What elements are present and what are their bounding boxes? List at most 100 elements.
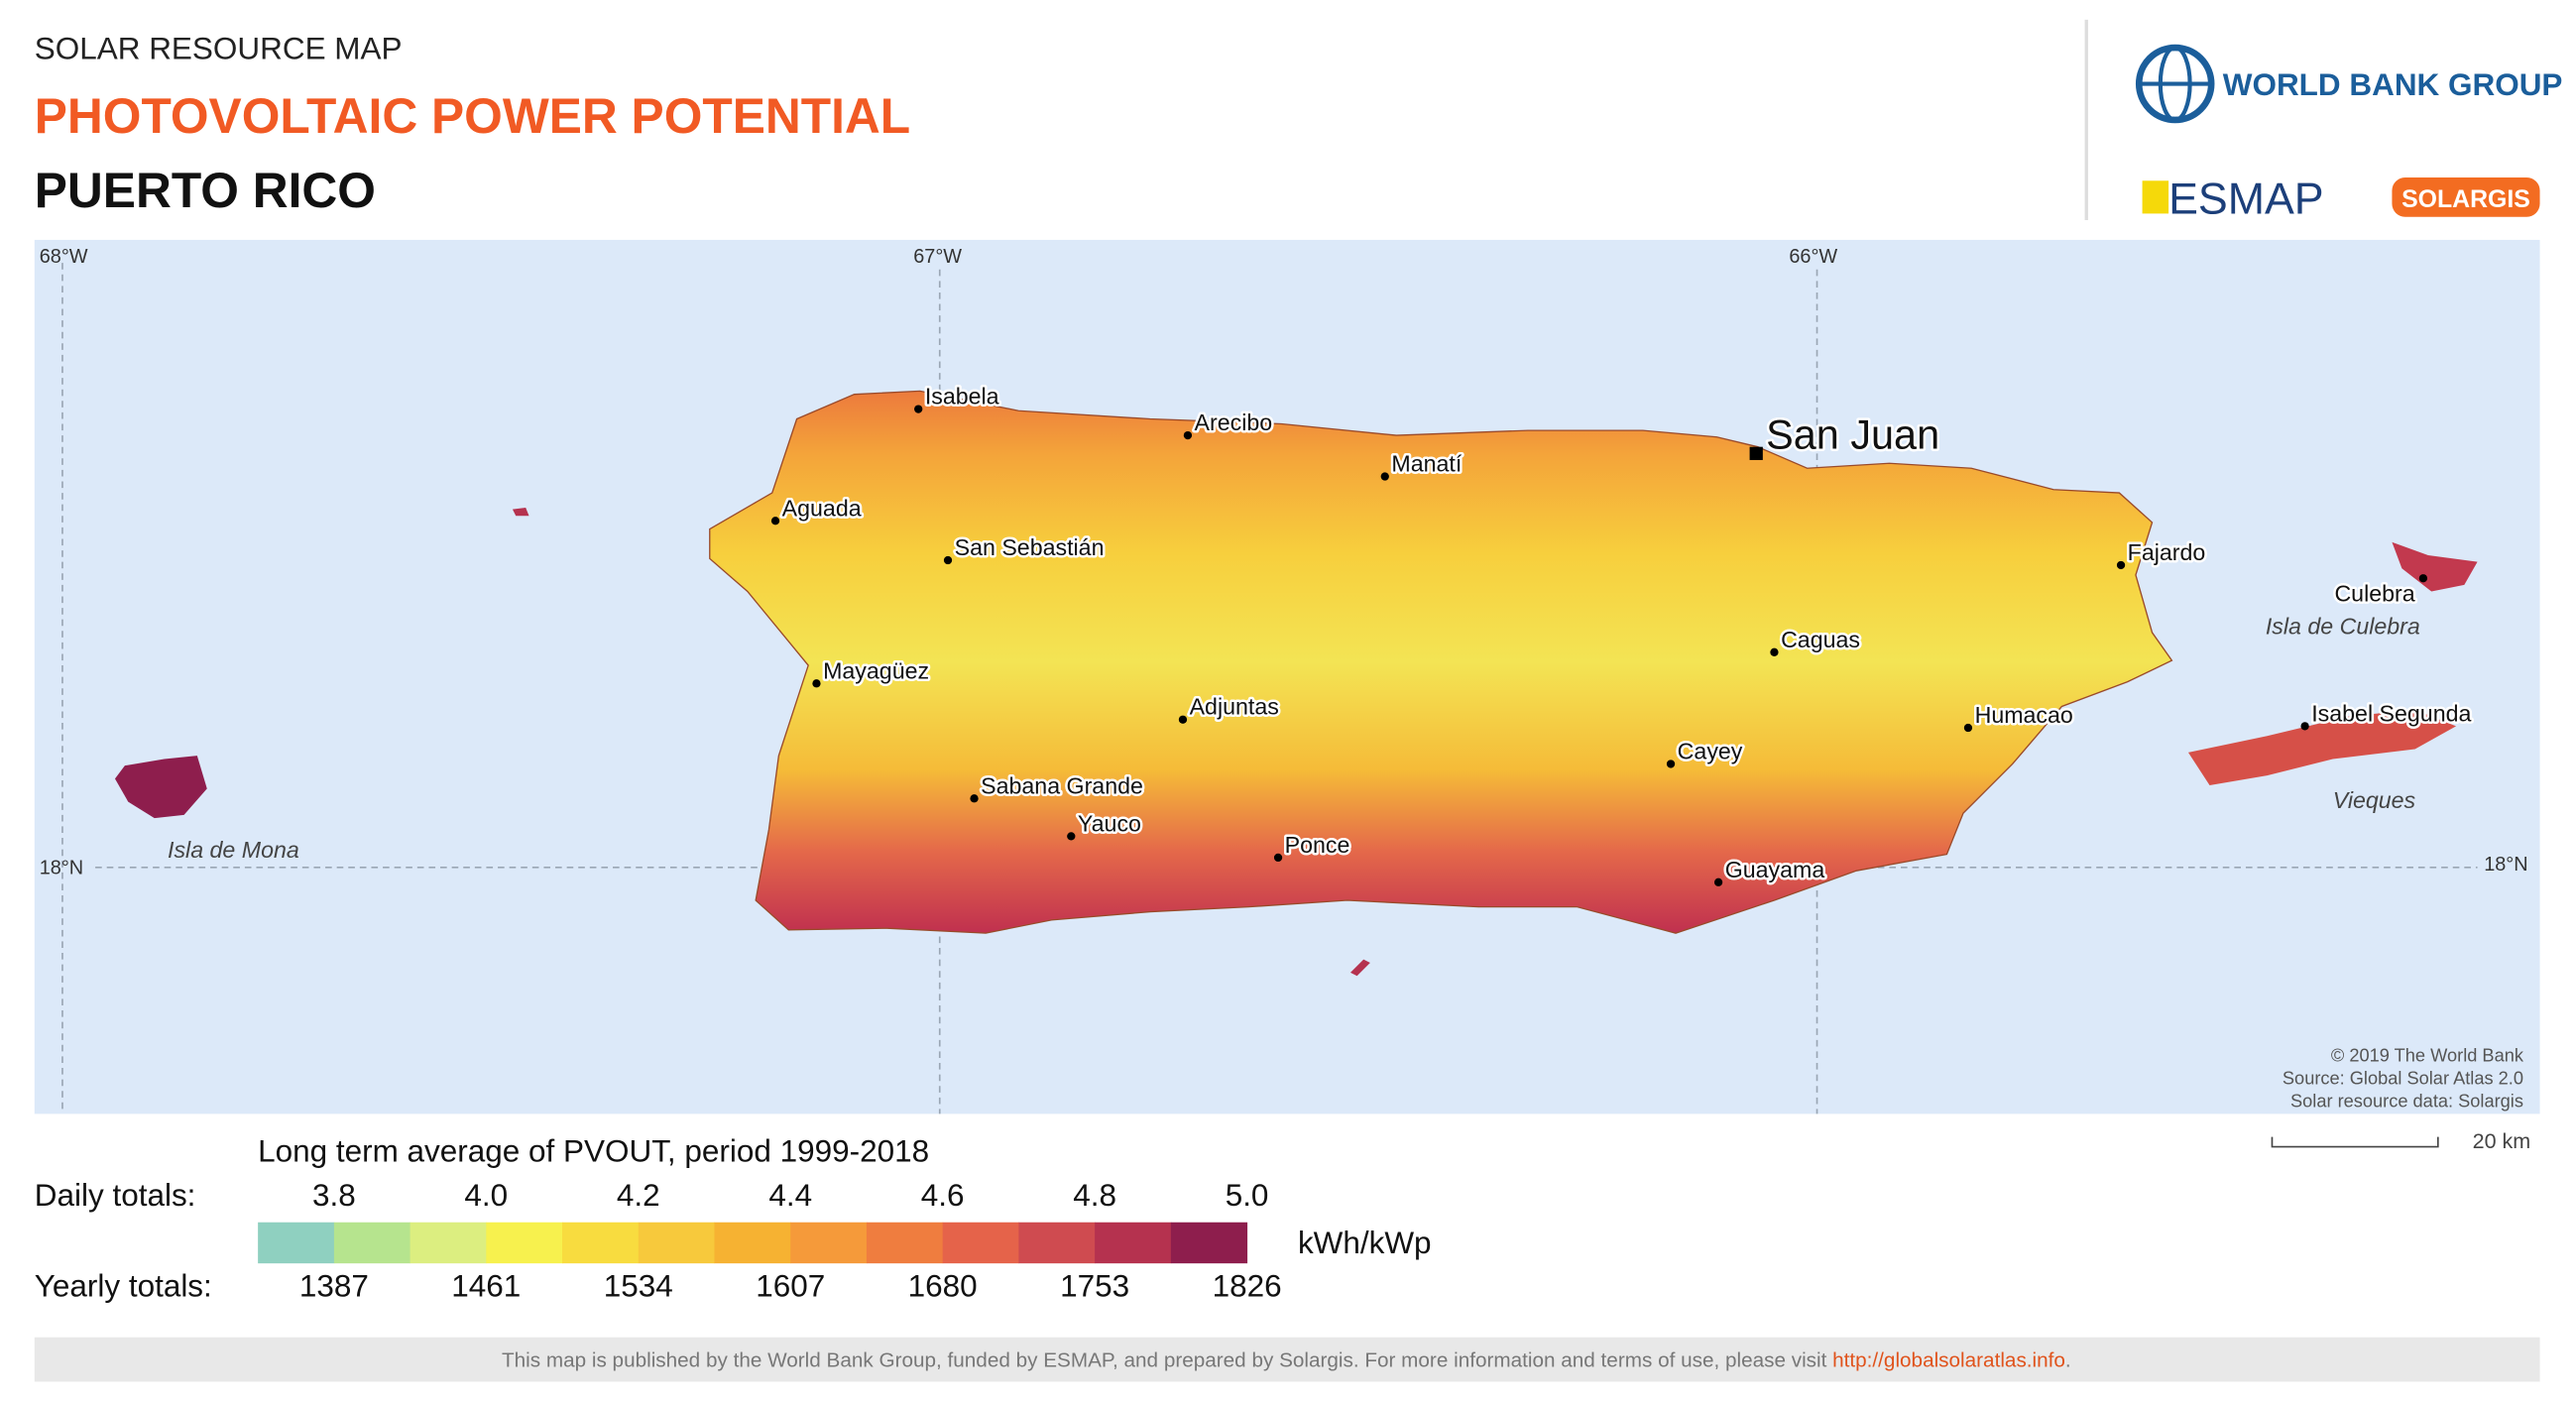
place-marker	[1178, 715, 1188, 724]
vieques	[2187, 709, 2457, 786]
legend-row-label: Daily totals:	[35, 1178, 196, 1213]
puerto-rico	[709, 390, 2173, 934]
credit: Source: Global Solar Atlas 2.0	[2283, 1069, 2523, 1089]
title: PHOTOVOLTAIC POWER POTENTIAL	[35, 88, 910, 144]
place-label: Adjuntas	[1190, 694, 1279, 720]
legend-swatch	[1095, 1222, 1172, 1264]
credit: © 2019 The World Bank	[2331, 1045, 2524, 1065]
legend-swatch	[638, 1222, 715, 1264]
legend-swatch	[258, 1222, 335, 1264]
place-label: Mayagüez	[823, 657, 929, 683]
daily-label: 4.6	[921, 1178, 965, 1213]
place-marker	[914, 405, 923, 413]
footer-text: .	[2065, 1349, 2071, 1372]
island-label: Isla de Culebra	[2266, 614, 2420, 640]
place-label: Humacao	[1975, 702, 2073, 728]
scale-label: 20 km	[2473, 1129, 2531, 1153]
place-label: Ponce	[1285, 832, 1350, 858]
capital-label: San Juan	[1766, 411, 1939, 457]
legend-swatch	[486, 1222, 563, 1264]
daily-label: 4.2	[617, 1178, 660, 1213]
legend: 3.8 1387 4.0 1461 4.2 1534 4.4 1607 4.6 1680 4.8 17…	[258, 1178, 1282, 1303]
graticule-label: 18°N	[40, 857, 83, 878]
yearly-label: 1753	[1060, 1268, 1129, 1303]
islet	[1349, 959, 1370, 977]
graticule-label: 66°W	[1789, 246, 1837, 268]
legend-swatch	[1018, 1222, 1096, 1264]
yearly-label: 1607	[756, 1268, 825, 1303]
daily-label: 5.0	[1226, 1178, 1269, 1213]
footer-text: This map is published by the World Bank …	[502, 1349, 1832, 1372]
daily-label: 4.0	[464, 1178, 508, 1213]
graticule-label: 67°W	[913, 246, 962, 268]
place-label: Isabel Segunda	[2311, 700, 2471, 726]
place-marker	[1380, 472, 1389, 481]
subtitle: SOLAR RESOURCE MAP	[35, 32, 403, 66]
esmap-mark	[2142, 180, 2169, 214]
island-label: Vieques	[2333, 787, 2416, 813]
logo-text: SOLARGIS	[2401, 186, 2530, 213]
daily-label: 4.8	[1073, 1178, 1116, 1213]
legend-swatch	[866, 1222, 944, 1264]
graticule-label: 68°W	[40, 246, 88, 268]
graticule-label: 18°N	[2484, 854, 2527, 876]
place-marker	[1067, 832, 1076, 841]
logo-text: ESMAP	[2168, 175, 2324, 223]
legend-unit: kWh/kWp	[1298, 1226, 1432, 1260]
daily-label: 4.4	[768, 1178, 812, 1213]
place-marker	[770, 517, 780, 526]
place-label: San Sebastián	[955, 534, 1105, 560]
place-marker	[1963, 723, 1973, 733]
legend-swatch	[333, 1222, 411, 1264]
footer-bar	[34, 1337, 2540, 1382]
logo-text: WORLD BANK GROUP	[2223, 67, 2563, 102]
place-label: Cayey	[1678, 738, 1743, 763]
culebra	[2392, 541, 2478, 592]
place-marker	[812, 679, 821, 688]
legend-swatch	[562, 1222, 640, 1264]
yearly-label: 1680	[908, 1268, 978, 1303]
place-marker	[2116, 560, 2126, 570]
place-marker	[2300, 722, 2309, 731]
place-marker	[1770, 647, 1779, 656]
place-label: Caguas	[1781, 627, 1860, 652]
legend-swatch	[1170, 1222, 1248, 1264]
legend-swatch	[714, 1222, 791, 1264]
place-marker	[1713, 878, 1723, 886]
footer-link[interactable]: http://globalsolaratlas.info	[1832, 1349, 2065, 1372]
island-label: Isla de Mona	[168, 837, 299, 863]
solargis-mark	[2392, 176, 2540, 217]
place-marker	[943, 555, 953, 565]
place-label: Aguada	[782, 495, 862, 521]
scale-bar	[2271, 1136, 2439, 1148]
place-label: Isabela	[925, 384, 999, 410]
place-marker	[1183, 430, 1193, 440]
place-marker	[1273, 853, 1283, 863]
yearly-label: 1461	[451, 1268, 521, 1303]
world-bank-logo: WORLD BANK GROUP	[2135, 44, 2563, 124]
legend-row-label: Yearly totals:	[35, 1268, 212, 1303]
place-label: Culebra	[2334, 580, 2414, 606]
daily-label: 3.8	[312, 1178, 356, 1213]
place-label: Sabana Grande	[981, 772, 1143, 798]
places: Isabela Arecibo Manatí Aguada San Sebastián M…	[770, 381, 2474, 886]
capital-marker	[1749, 446, 1763, 460]
yearly-label: 1534	[604, 1268, 673, 1303]
place-marker	[2418, 574, 2428, 583]
yearly-label: 1387	[299, 1268, 369, 1303]
place-marker	[1666, 760, 1676, 768]
region: PUERTO RICO	[35, 163, 376, 218]
place-label: Arecibo	[1195, 410, 1273, 435]
place-label: Manatí	[1391, 451, 1462, 477]
islet	[512, 507, 529, 517]
legend-swatch	[942, 1222, 1019, 1264]
footer: This map is published by the World Bank …	[502, 1349, 2071, 1372]
place-label: Guayama	[1725, 857, 1825, 882]
credit: Solar resource data: Solargis	[2290, 1092, 2523, 1112]
legend-swatch	[790, 1222, 868, 1264]
place-marker	[970, 794, 979, 803]
legend-swatch	[410, 1222, 487, 1264]
yearly-label: 1826	[1213, 1268, 1282, 1303]
place-label: Yauco	[1078, 810, 1141, 836]
